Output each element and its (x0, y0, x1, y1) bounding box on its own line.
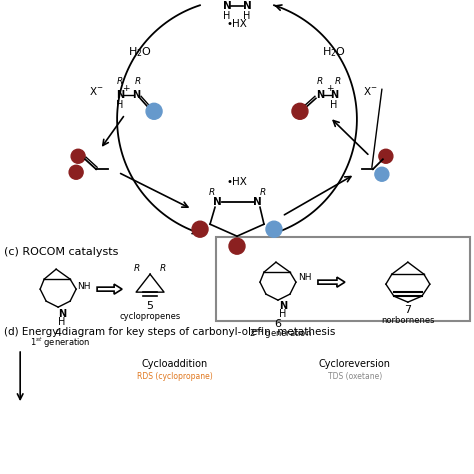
Text: R: R (209, 188, 215, 197)
Text: N: N (253, 197, 261, 207)
Text: 6: 6 (274, 319, 282, 329)
FancyBboxPatch shape (216, 237, 470, 321)
Text: RDS (cyclopropane): RDS (cyclopropane) (137, 372, 213, 381)
Text: R: R (134, 264, 140, 273)
Text: H: H (117, 100, 124, 110)
Text: R: R (117, 77, 123, 86)
Text: N: N (213, 197, 221, 207)
Text: 4: 4 (55, 328, 62, 338)
Text: (c) ROCOM catalysts: (c) ROCOM catalysts (4, 247, 118, 257)
Text: norbornenes: norbornenes (381, 316, 435, 325)
Text: N: N (243, 1, 251, 11)
Text: H: H (223, 11, 231, 21)
Circle shape (71, 149, 85, 163)
Text: 7: 7 (404, 305, 411, 315)
Text: 5: 5 (146, 301, 154, 311)
Circle shape (146, 103, 162, 119)
Text: R: R (260, 188, 266, 197)
Text: H: H (330, 100, 337, 110)
Text: N: N (58, 309, 66, 319)
Text: +: + (122, 84, 130, 93)
Text: R: R (335, 77, 341, 86)
Text: cyclopropenes: cyclopropenes (119, 311, 181, 320)
Circle shape (375, 167, 389, 181)
Text: X$^{-}$: X$^{-}$ (89, 85, 103, 97)
Text: TDS (oxetane): TDS (oxetane) (328, 372, 382, 381)
Circle shape (69, 165, 83, 179)
Text: H: H (243, 11, 251, 21)
Text: N: N (316, 91, 324, 100)
Text: R: R (317, 77, 323, 86)
Text: +: + (326, 84, 334, 93)
Text: Cycloreversion: Cycloreversion (319, 359, 391, 369)
Polygon shape (97, 284, 122, 294)
Text: N: N (116, 91, 124, 100)
Text: 1$^{st}$ generation: 1$^{st}$ generation (30, 336, 91, 350)
Text: N: N (330, 91, 338, 100)
Text: H$_2$O: H$_2$O (322, 46, 346, 59)
Circle shape (266, 221, 282, 237)
Text: X$^{-}$: X$^{-}$ (363, 85, 377, 97)
Text: NH: NH (298, 273, 312, 282)
Circle shape (192, 221, 208, 237)
Text: R: R (160, 264, 166, 273)
Circle shape (379, 149, 393, 163)
Text: Cycloaddition: Cycloaddition (142, 359, 208, 369)
Text: •HX: •HX (227, 19, 247, 29)
Text: H: H (58, 317, 66, 327)
Text: R: R (135, 77, 141, 86)
Text: H: H (279, 309, 287, 319)
Text: 2$^{nd}$ generation: 2$^{nd}$ generation (249, 327, 311, 341)
Text: N: N (132, 91, 140, 100)
Polygon shape (318, 277, 345, 287)
Text: H$_2$O: H$_2$O (128, 46, 152, 59)
Text: •HX: •HX (227, 177, 247, 187)
Text: N: N (279, 301, 287, 311)
Text: NH: NH (77, 282, 91, 291)
Circle shape (229, 238, 245, 254)
Text: N: N (223, 1, 231, 11)
Circle shape (292, 103, 308, 119)
Text: (d) Energy diagram for key steps of carbonyl-olefin  metathesis: (d) Energy diagram for key steps of carb… (4, 327, 336, 337)
